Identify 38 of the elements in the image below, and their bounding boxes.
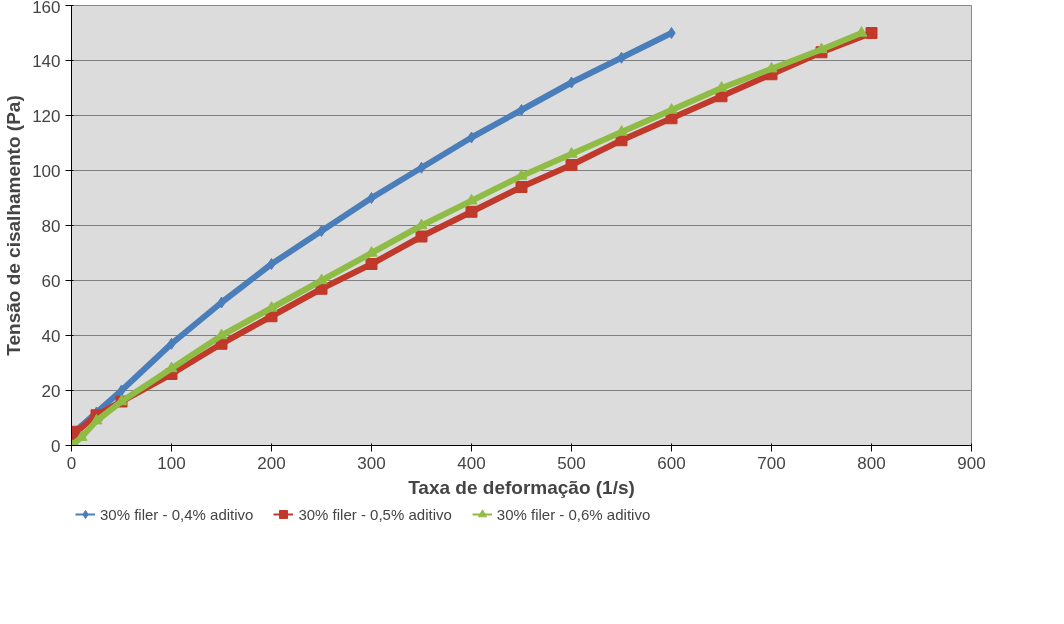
y-tick-label: 120 (32, 106, 61, 126)
x-tick-label: 800 (857, 453, 886, 473)
x-tick-label: 900 (957, 453, 986, 473)
point (667, 27, 676, 39)
point (565, 159, 578, 171)
point (267, 258, 276, 270)
y-tick-label: 60 (41, 271, 61, 291)
point (315, 282, 328, 295)
x-tick-label: 700 (757, 453, 786, 473)
y-axis-title: Tensão de cisalhamento (Pa) (3, 95, 25, 356)
point (465, 205, 478, 218)
y-tick-label: 140 (32, 51, 61, 71)
point (367, 192, 376, 204)
x-tick-label: 300 (357, 453, 386, 473)
y-tick-label: 40 (41, 326, 61, 346)
point (317, 225, 326, 237)
x-tick-label: 600 (657, 453, 686, 473)
point (90, 413, 103, 425)
legend-label: 30% filer - 0,6% aditivo (496, 505, 651, 523)
point (415, 230, 428, 243)
y-tick-label: 0 (51, 436, 61, 456)
y-tick-label: 80 (41, 216, 61, 236)
y-tick-label: 20 (41, 381, 61, 401)
x-tick-label: 100 (157, 453, 186, 473)
x-tick-label: 200 (257, 453, 286, 473)
point (865, 27, 878, 39)
point (517, 104, 526, 116)
x-tick-label: 500 (557, 453, 586, 473)
x-tick-label: 0 (66, 453, 77, 473)
point (215, 337, 228, 350)
x-tick-label: 400 (457, 453, 486, 473)
y-tick-label: 160 (32, 0, 61, 17)
legend-label: 30% filer - 0,5% aditivo (298, 505, 452, 523)
point (365, 258, 378, 270)
y-tick-label: 100 (32, 161, 61, 181)
point (515, 181, 528, 193)
x-axis-title: Taxa de deformação (1/s) (408, 476, 635, 498)
legend-label: 30% filer - 0,4% aditivo (100, 505, 254, 523)
